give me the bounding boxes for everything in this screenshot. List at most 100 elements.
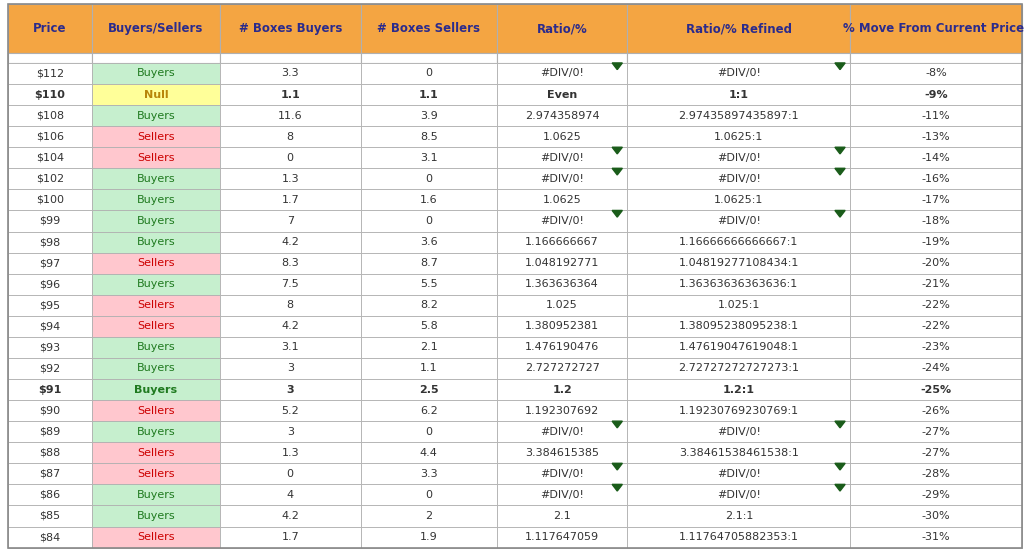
Bar xyxy=(497,210,628,231)
Text: 2.1: 2.1 xyxy=(420,342,437,352)
Bar xyxy=(92,316,220,337)
Bar xyxy=(850,168,1022,189)
Text: -14%: -14% xyxy=(922,153,950,163)
Text: 2.974358974: 2.974358974 xyxy=(524,110,599,120)
Bar xyxy=(8,210,92,231)
Bar xyxy=(628,253,850,274)
Bar xyxy=(92,168,220,189)
Bar xyxy=(8,463,92,484)
Text: #DIV/0!: #DIV/0! xyxy=(540,174,584,184)
Bar xyxy=(92,105,220,126)
Text: #DIV/0!: #DIV/0! xyxy=(717,68,761,78)
Text: 8.3: 8.3 xyxy=(282,258,299,268)
Polygon shape xyxy=(835,421,845,428)
Bar xyxy=(220,126,360,147)
Text: 0: 0 xyxy=(425,216,432,226)
Bar xyxy=(220,63,360,84)
Text: $97: $97 xyxy=(40,258,60,268)
Bar xyxy=(628,484,850,506)
Text: 8: 8 xyxy=(287,132,294,142)
Bar xyxy=(360,463,497,484)
Text: $88: $88 xyxy=(40,448,60,458)
Bar xyxy=(8,337,92,358)
Bar xyxy=(8,4,92,53)
Text: 2.1: 2.1 xyxy=(553,511,571,521)
Text: 0: 0 xyxy=(287,153,294,163)
Bar xyxy=(360,379,497,400)
Bar xyxy=(220,274,360,295)
Bar xyxy=(360,400,497,421)
Bar xyxy=(8,316,92,337)
Bar xyxy=(360,147,497,168)
Bar xyxy=(628,274,850,295)
Bar xyxy=(220,316,360,337)
Text: 1.476190476: 1.476190476 xyxy=(525,342,599,352)
Bar xyxy=(220,484,360,506)
Text: 2.1:1: 2.1:1 xyxy=(725,511,753,521)
Text: Buyers: Buyers xyxy=(136,110,175,120)
Text: # Boxes Buyers: # Boxes Buyers xyxy=(239,22,342,35)
Bar xyxy=(497,400,628,421)
Bar xyxy=(220,379,360,400)
Bar xyxy=(850,484,1022,506)
Text: 0: 0 xyxy=(287,469,294,479)
Bar xyxy=(8,379,92,400)
Text: Buyers: Buyers xyxy=(136,68,175,78)
Text: 3.6: 3.6 xyxy=(420,237,437,247)
Bar xyxy=(220,105,360,126)
Bar xyxy=(628,4,850,53)
Text: $93: $93 xyxy=(40,342,60,352)
Text: 1.380952381: 1.380952381 xyxy=(525,321,599,331)
Text: 4.2: 4.2 xyxy=(282,321,299,331)
Bar xyxy=(360,506,497,527)
Text: 0: 0 xyxy=(425,427,432,437)
Bar xyxy=(497,337,628,358)
Bar xyxy=(628,400,850,421)
Text: 1.38095238095238:1: 1.38095238095238:1 xyxy=(679,321,799,331)
Bar xyxy=(8,506,92,527)
Bar xyxy=(628,506,850,527)
Text: Sellers: Sellers xyxy=(137,532,175,542)
Bar xyxy=(92,379,220,400)
Text: -25%: -25% xyxy=(921,385,951,395)
Bar xyxy=(850,4,1022,53)
Text: $95: $95 xyxy=(40,300,60,310)
Bar xyxy=(360,84,497,105)
Text: Sellers: Sellers xyxy=(137,321,175,331)
Bar xyxy=(628,210,850,231)
Text: #DIV/0!: #DIV/0! xyxy=(717,174,761,184)
Bar xyxy=(220,358,360,379)
Bar xyxy=(92,253,220,274)
Bar xyxy=(360,421,497,442)
Text: 1.36363636363636:1: 1.36363636363636:1 xyxy=(679,279,799,289)
Text: 2.72727272727273:1: 2.72727272727273:1 xyxy=(678,363,800,374)
Bar xyxy=(92,295,220,316)
Text: Buyers: Buyers xyxy=(136,511,175,521)
Text: Sellers: Sellers xyxy=(137,300,175,310)
Text: -23%: -23% xyxy=(922,342,950,352)
Text: 7: 7 xyxy=(287,216,294,226)
Text: #DIV/0!: #DIV/0! xyxy=(540,469,584,479)
Text: $99: $99 xyxy=(40,216,60,226)
Text: -18%: -18% xyxy=(922,216,950,226)
Text: Buyers: Buyers xyxy=(136,237,175,247)
Bar xyxy=(497,484,628,506)
Bar xyxy=(8,105,92,126)
Text: 8.2: 8.2 xyxy=(420,300,437,310)
Text: $102: $102 xyxy=(36,174,65,184)
Bar xyxy=(8,189,92,210)
Text: #DIV/0!: #DIV/0! xyxy=(717,469,761,479)
Bar xyxy=(360,210,497,231)
Text: #DIV/0!: #DIV/0! xyxy=(717,490,761,500)
Text: 1.166666667: 1.166666667 xyxy=(525,237,599,247)
Text: 1.048192771: 1.048192771 xyxy=(525,258,599,268)
Bar xyxy=(628,442,850,463)
Text: 5.8: 5.8 xyxy=(420,321,437,331)
Text: Sellers: Sellers xyxy=(137,406,175,416)
Text: $108: $108 xyxy=(36,110,65,120)
Text: 1.025: 1.025 xyxy=(546,300,578,310)
Bar xyxy=(628,84,850,105)
Text: Even: Even xyxy=(547,89,578,99)
Bar xyxy=(360,442,497,463)
Polygon shape xyxy=(612,484,623,491)
